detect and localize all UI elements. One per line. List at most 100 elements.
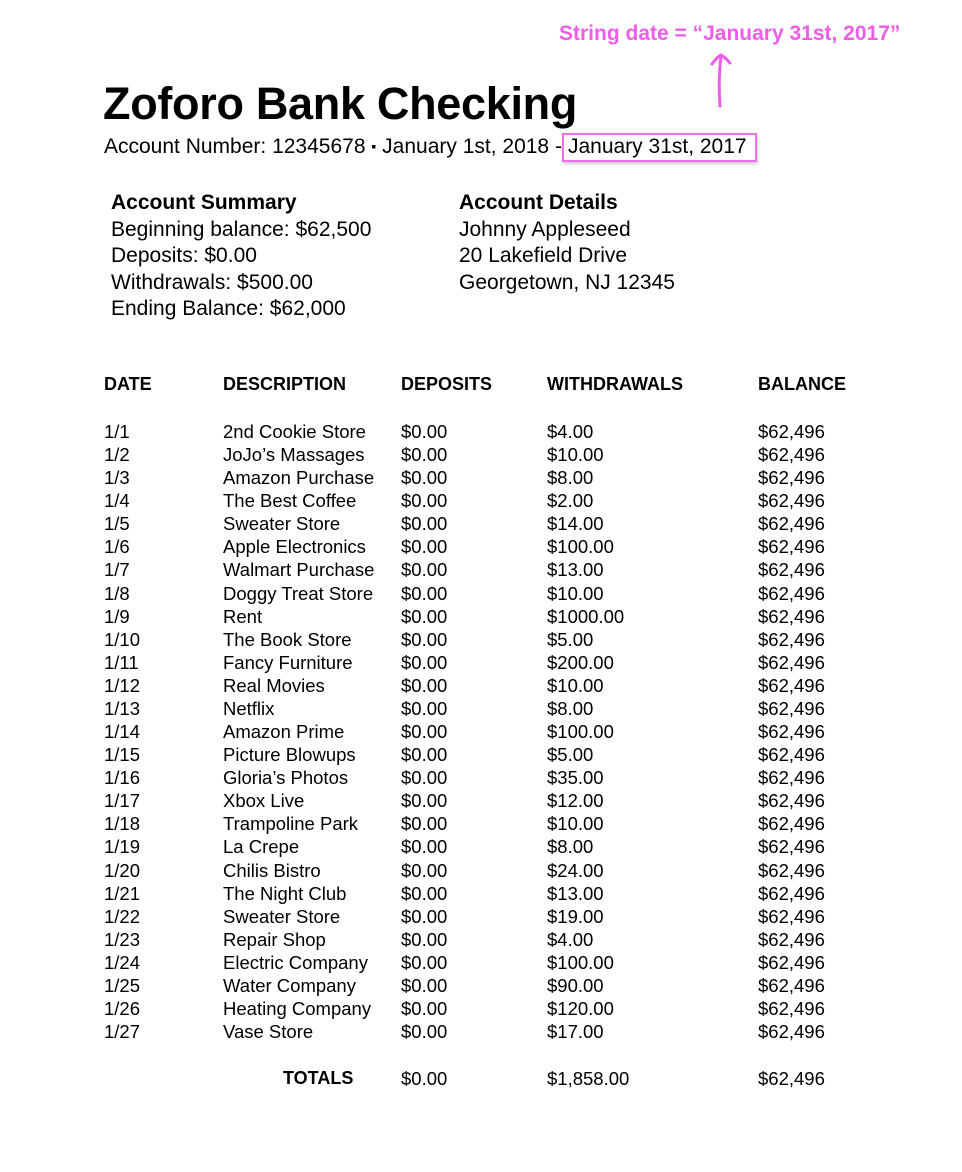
cell-deposit: $0.00 bbox=[401, 1021, 448, 1043]
cell-balance: $62,496 bbox=[758, 559, 825, 581]
cell-withdrawal: $8.00 bbox=[547, 697, 594, 719]
cell-deposit: $0.00 bbox=[401, 467, 448, 489]
cell-balance: $62,496 bbox=[758, 882, 825, 904]
cell-deposit: $0.00 bbox=[401, 882, 448, 904]
cell-deposit: $0.00 bbox=[401, 605, 448, 627]
cell-balance: $62,496 bbox=[758, 813, 825, 835]
cell-withdrawal: $1000.00 bbox=[547, 605, 625, 627]
cell-balance: $62,496 bbox=[758, 674, 825, 696]
table-row: 1/9 Rent $0.00 $1000.00 $62,496 bbox=[0, 606, 962, 629]
cell-description: Amazon Purchase bbox=[223, 467, 375, 489]
cell-withdrawal: $200.00 bbox=[547, 651, 614, 673]
table-row: 1/4 The Best Coffee $0.00 $2.00 $62,496 bbox=[0, 490, 962, 513]
cell-date: 1/18 bbox=[104, 813, 141, 835]
cell-deposit: $0.00 bbox=[401, 513, 448, 535]
totals-label: TOTALS bbox=[283, 1068, 354, 1088]
cell-withdrawal: $120.00 bbox=[547, 998, 614, 1019]
cell-balance: $62,496 bbox=[758, 605, 825, 627]
cell-deposit: $0.00 bbox=[401, 697, 448, 719]
cell-deposit: $0.00 bbox=[401, 744, 448, 766]
cell-description: The Night Club bbox=[223, 882, 347, 904]
summary-line: Beginning balance: $62,500 bbox=[111, 217, 372, 241]
cell-description: Fancy Furniture bbox=[223, 651, 353, 673]
cell-deposit: $0.00 bbox=[401, 998, 448, 1019]
header-deposits: DEPOSITS bbox=[401, 374, 493, 394]
summary-line: Ending Balance: $62,000 bbox=[111, 297, 346, 320]
cell-withdrawal: $4.00 bbox=[547, 928, 594, 950]
cell-withdrawal: $10.00 bbox=[547, 813, 604, 835]
header-balance: BALANCE bbox=[758, 374, 846, 394]
cell-description: 2nd Cookie Store bbox=[223, 421, 366, 442]
cell-date: 1/1 bbox=[104, 421, 130, 442]
table-row: 1/13 Netflix $0.00 $8.00 $62,496 bbox=[0, 698, 962, 721]
table-row: 1/14 Amazon Prime $0.00 $100.00 $62,496 bbox=[0, 721, 962, 744]
cell-deposit: $0.00 bbox=[401, 767, 448, 789]
cell-withdrawal: $19.00 bbox=[547, 905, 604, 927]
details-line: Johnny Appleseed bbox=[459, 217, 631, 241]
cell-balance: $62,496 bbox=[758, 651, 825, 673]
table-row: 1/17 Xbox Live $0.00 $12.00 $62,496 bbox=[0, 790, 962, 813]
cell-deposit: $0.00 bbox=[401, 674, 448, 696]
summary-heading: Account Summary bbox=[111, 191, 297, 214]
cell-balance: $62,496 bbox=[758, 536, 825, 558]
cell-deposit: $0.00 bbox=[401, 421, 448, 442]
cell-withdrawal: $8.00 bbox=[547, 467, 594, 489]
cell-deposit: $0.00 bbox=[401, 651, 448, 673]
cell-balance: $62,496 bbox=[758, 444, 825, 466]
cell-balance: $62,496 bbox=[758, 697, 825, 719]
cell-balance: $62,496 bbox=[758, 767, 825, 789]
end-date-highlight: January 31st, 2017 bbox=[561, 133, 757, 162]
cell-withdrawal: $2.00 bbox=[547, 490, 594, 512]
cell-description: Walmart Purchase bbox=[223, 559, 375, 581]
account-summary: Account Summary Beginning balance: $62,5… bbox=[111, 190, 371, 323]
cell-balance: $62,496 bbox=[758, 905, 825, 927]
cell-description: Xbox Live bbox=[223, 790, 305, 812]
cell-balance: $62,496 bbox=[758, 998, 825, 1019]
table-row: 1/23 Repair Shop $0.00 $4.00 $62,496 bbox=[0, 929, 962, 952]
cell-description: La Crepe bbox=[223, 836, 300, 858]
cell-balance: $62,496 bbox=[758, 1021, 825, 1043]
cell-balance: $62,496 bbox=[758, 582, 825, 604]
start-date: January 1st, 2018 bbox=[382, 135, 550, 158]
totals-deposits: $0.00 bbox=[401, 1068, 448, 1089]
table-row: 1/25 Water Company $0.00 $90.00 $62,496 bbox=[0, 975, 962, 998]
cell-deposit: $0.00 bbox=[401, 790, 448, 812]
cell-balance: $62,496 bbox=[758, 859, 825, 881]
date-dash: - bbox=[554, 135, 562, 158]
cell-deposit: $0.00 bbox=[401, 813, 448, 835]
cell-withdrawal: $100.00 bbox=[547, 721, 614, 743]
cell-date: 1/27 bbox=[104, 1021, 141, 1043]
cell-date: 1/26 bbox=[104, 998, 141, 1019]
table-row: 1/10 The Book Store $0.00 $5.00 $62,496 bbox=[0, 629, 962, 652]
table-row: 1/21 The Night Club $0.00 $13.00 $62,496 bbox=[0, 883, 962, 906]
cell-deposit: $0.00 bbox=[401, 536, 448, 558]
cell-date: 1/3 bbox=[104, 467, 130, 489]
cell-withdrawal: $17.00 bbox=[547, 1021, 604, 1043]
cell-date: 1/14 bbox=[104, 721, 141, 743]
cell-description: Trampoline Park bbox=[223, 813, 359, 835]
cell-description: Water Company bbox=[223, 974, 356, 996]
account-details: Account Details Johnny Appleseed 20 Lake… bbox=[459, 190, 675, 296]
cell-withdrawal: $24.00 bbox=[547, 859, 604, 881]
summary-line: Withdrawals: $500.00 bbox=[111, 270, 313, 294]
table-row: 1/6 Apple Electronics $0.00 $100.00 $62,496 bbox=[0, 536, 962, 559]
cell-description: Apple Electronics bbox=[223, 536, 366, 558]
cell-withdrawal: $4.00 bbox=[547, 421, 594, 442]
cell-withdrawal: $10.00 bbox=[547, 444, 604, 466]
cell-description: Sweater Store bbox=[223, 905, 341, 927]
table-row: 1/2 JoJo’s Massages $0.00 $10.00 $62,496 bbox=[0, 444, 962, 467]
cell-withdrawal: $10.00 bbox=[547, 674, 604, 696]
account-number: Account Number: 12345678 bbox=[104, 135, 366, 158]
cell-withdrawal: $8.00 bbox=[547, 836, 594, 858]
annotation-text: String date = “January 31st, 2017” bbox=[559, 22, 901, 45]
cell-date: 1/15 bbox=[104, 744, 141, 766]
table-row: 1/7 Walmart Purchase $0.00 $13.00 $62,496 bbox=[0, 559, 962, 582]
cell-deposit: $0.00 bbox=[401, 951, 448, 973]
cell-description: The Book Store bbox=[223, 628, 352, 650]
table-row: 1/11 Fancy Furniture $0.00 $200.00 $62,496 bbox=[0, 652, 962, 675]
cell-balance: $62,496 bbox=[758, 836, 825, 858]
cell-description: JoJo’s Massages bbox=[223, 444, 365, 466]
cell-withdrawal: $5.00 bbox=[547, 628, 594, 650]
totals-row: TOTALS $0.00 $1,858.00 $62,496 bbox=[0, 1068, 962, 1091]
table-row: 1/26 Heating Company $0.00 $120.00 $62,496 bbox=[0, 998, 962, 1021]
